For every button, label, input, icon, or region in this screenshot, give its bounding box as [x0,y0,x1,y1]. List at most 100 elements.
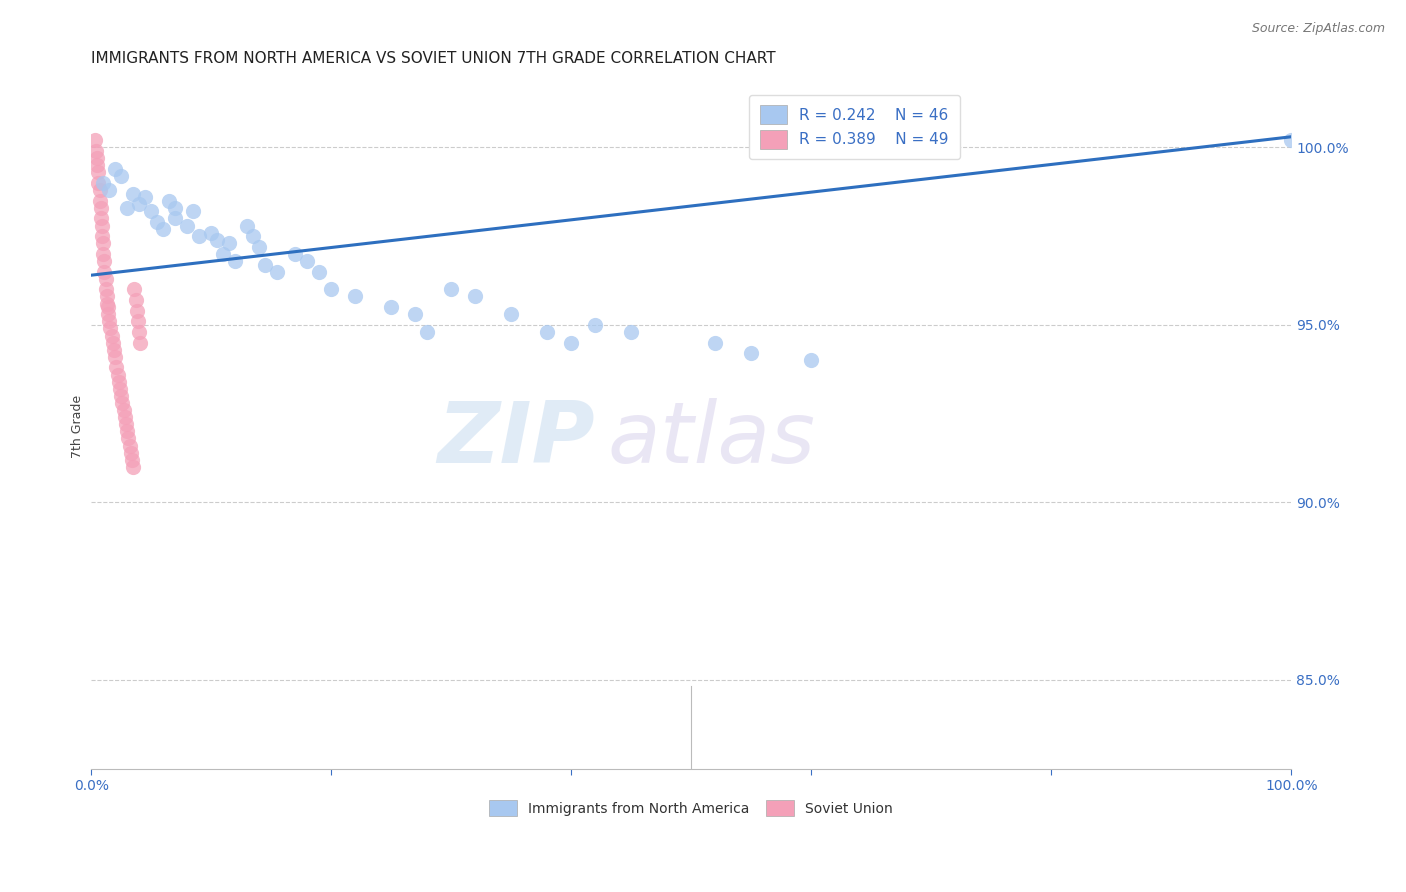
Point [96,289,118,303]
Point [112,403,135,417]
Point [129,335,152,350]
Point [128,197,150,211]
Point [704,335,727,350]
Point [266,265,288,279]
Point [134,190,156,204]
Point [205,233,228,247]
Point [93,254,115,268]
Point [100,328,122,343]
Point [117,432,139,446]
Point [800,353,823,368]
Point [224,254,246,268]
Point [86,158,108,172]
Point [125,303,148,318]
Point [98,183,121,197]
Point [254,258,277,272]
Point [1279,133,1302,147]
Point [344,289,367,303]
Point [141,204,163,219]
Point [501,307,523,321]
Point [94,271,117,285]
Point [110,169,132,183]
Point [84,144,107,158]
Point [91,176,114,190]
Point [115,417,138,432]
Point [91,229,114,244]
Point [181,204,204,219]
Text: atlas: atlas [607,398,815,482]
Point [89,183,111,197]
Point [94,282,117,296]
Point [87,176,110,190]
Point [176,219,198,233]
Point [115,425,138,439]
Point [107,368,129,382]
Point [104,161,127,176]
Point [97,307,120,321]
Point [97,300,120,314]
Point [121,452,143,467]
Text: Source: ZipAtlas.com: Source: ZipAtlas.com [1251,22,1385,36]
Point [103,343,125,357]
Point [105,360,128,375]
Point [89,194,111,208]
Point [114,410,136,425]
Point [583,318,606,332]
Point [380,300,402,314]
Point [128,325,150,339]
Point [90,211,112,226]
Point [536,325,558,339]
Point [127,314,149,328]
Point [107,375,129,389]
Point [111,396,134,410]
Point [83,133,105,147]
Point [100,321,122,335]
Point [96,296,118,310]
Point [165,201,187,215]
Point [124,282,146,296]
Point [464,289,486,303]
Point [101,335,124,350]
Legend: Immigrants from North America, Soviet Union: Immigrants from North America, Soviet Un… [482,793,900,823]
Point [118,439,141,453]
Point [620,325,643,339]
Point [188,229,211,244]
Text: ZIP: ZIP [437,398,595,482]
Point [104,350,127,364]
Point [90,201,112,215]
Point [236,219,259,233]
Point [404,307,426,321]
Point [218,236,240,251]
Point [212,247,235,261]
Point [91,219,114,233]
Point [416,325,439,339]
Point [165,211,187,226]
Point [93,265,115,279]
Point [146,215,169,229]
Point [740,346,762,360]
Point [242,229,264,244]
Point [91,236,114,251]
Text: IMMIGRANTS FROM NORTH AMERICA VS SOVIET UNION 7TH GRADE CORRELATION CHART: IMMIGRANTS FROM NORTH AMERICA VS SOVIET … [91,51,776,66]
Point [122,186,145,201]
Point [157,194,180,208]
Point [152,222,174,236]
Point [98,314,121,328]
Point [308,265,330,279]
Point [560,335,582,350]
Point [87,165,110,179]
Point [110,389,132,403]
Point [115,201,138,215]
Point [120,445,142,459]
Point [200,226,222,240]
Point [247,240,270,254]
Point [297,254,319,268]
Point [108,382,131,396]
Point [122,459,145,474]
Point [91,247,114,261]
Point [321,282,343,296]
Point [284,247,307,261]
Point [440,282,463,296]
Point [124,293,146,307]
Y-axis label: 7th Grade: 7th Grade [72,394,84,458]
